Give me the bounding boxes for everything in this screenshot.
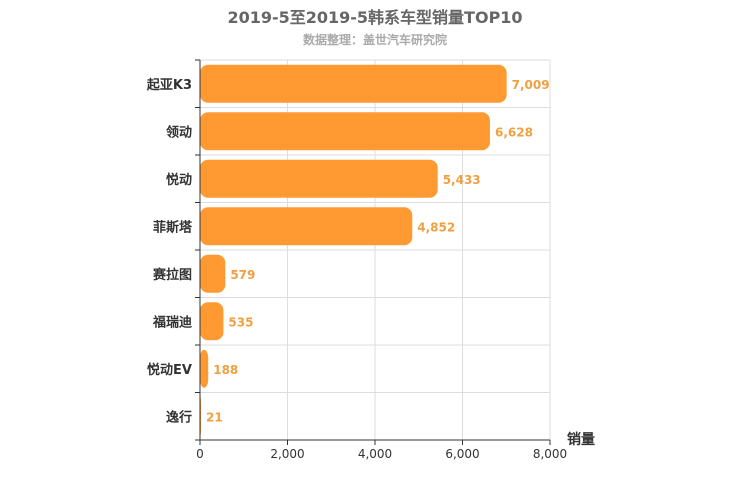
bar [200, 302, 224, 341]
data-label: 535 [228, 315, 253, 329]
bar [200, 64, 507, 103]
data-label: 579 [230, 268, 255, 282]
x-axis-title: 销量 [567, 431, 595, 448]
bar [200, 207, 413, 246]
x-tick-label: 6,000 [445, 447, 479, 461]
category-label: 逸行 [166, 409, 192, 425]
x-tick-label: 4,000 [358, 447, 392, 461]
category-label: 赛拉图 [152, 267, 192, 283]
bar [200, 112, 490, 151]
data-label: 6,628 [495, 125, 533, 139]
chart-subtitle: 数据整理：盖世汽车研究院 [302, 33, 447, 47]
data-label: 21 [206, 410, 223, 424]
data-label: 188 [213, 363, 238, 377]
data-label: 5,433 [443, 173, 481, 187]
x-tick-label: 8,000 [533, 447, 567, 461]
data-label: 7,009 [512, 78, 550, 92]
x-tick-label: 2,000 [270, 447, 304, 461]
category-label: 悦动 [166, 172, 192, 188]
bar [200, 159, 438, 198]
category-label: 悦动EV [147, 362, 192, 378]
category-label: 福瑞迪 [152, 314, 192, 330]
bar [200, 254, 226, 293]
chart-title: 2019-5至2019-5韩系车型销量TOP10 [227, 8, 523, 27]
x-tick-label: 0 [196, 447, 204, 461]
labels: 0 2,000 4,000 6,000 8,000 起亚K3 7,009 领动 6,628 悦动 5… [146, 77, 567, 461]
data-label: 4,852 [417, 220, 455, 234]
axes [195, 59, 551, 445]
category-label: 起亚K3 [146, 77, 192, 93]
category-label: 菲斯塔 [153, 219, 193, 235]
bars [200, 64, 507, 436]
category-label: 领动 [166, 124, 192, 140]
bar [200, 349, 209, 388]
